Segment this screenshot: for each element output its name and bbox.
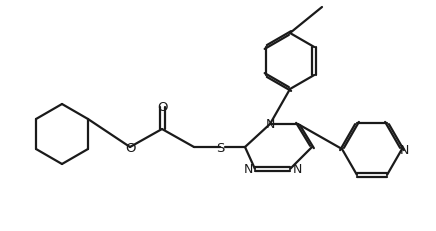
Text: N: N <box>243 163 253 176</box>
Text: N: N <box>266 118 275 131</box>
Text: N: N <box>292 163 302 176</box>
Text: N: N <box>399 143 409 156</box>
Text: O: O <box>157 101 167 114</box>
Text: O: O <box>125 141 135 154</box>
Text: S: S <box>216 141 224 154</box>
